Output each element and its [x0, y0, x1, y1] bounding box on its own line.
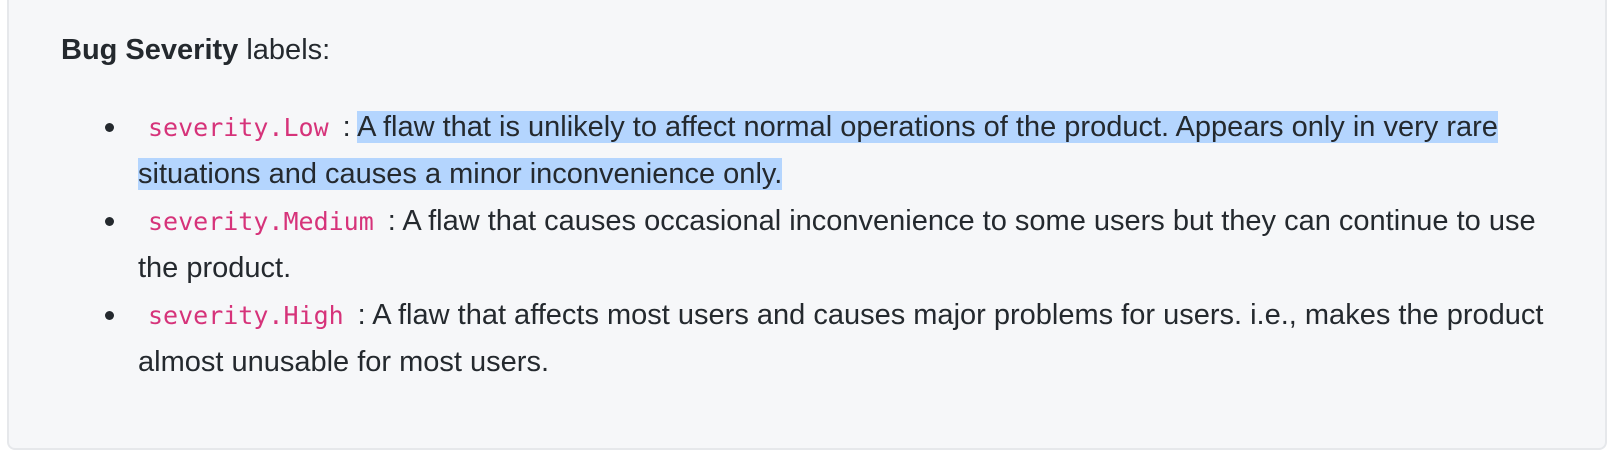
heading-bold: Bug Severity: [61, 34, 239, 66]
separator: :: [357, 299, 366, 331]
item-text: A flaw that causes occasional inconvenie…: [138, 205, 1536, 284]
separator: :: [387, 205, 396, 237]
label-code: severity.High: [148, 301, 344, 330]
bullet-icon: [105, 123, 114, 132]
bullet-icon: [105, 217, 114, 226]
severity-list: severity.Low: A flaw that is unlikely to…: [9, 104, 1568, 386]
list-item: severity.Low: A flaw that is unlikely to…: [9, 104, 1568, 198]
item-text: A flaw that affects most users and cause…: [138, 299, 1544, 378]
separator: :: [342, 111, 351, 143]
content-panel: Bug Severity labels: severity.Low: A fla…: [7, 0, 1607, 450]
label-code: severity.Medium: [148, 207, 374, 236]
list-item: severity.Medium: A flaw that causes occa…: [9, 198, 1568, 292]
heading-text: labels:: [246, 34, 331, 66]
bullet-icon: [105, 311, 114, 320]
label-code: severity.Low: [148, 113, 329, 142]
list-item: severity.High: A flaw that affects most …: [9, 292, 1568, 386]
section-heading: Bug Severity labels:: [61, 30, 330, 70]
